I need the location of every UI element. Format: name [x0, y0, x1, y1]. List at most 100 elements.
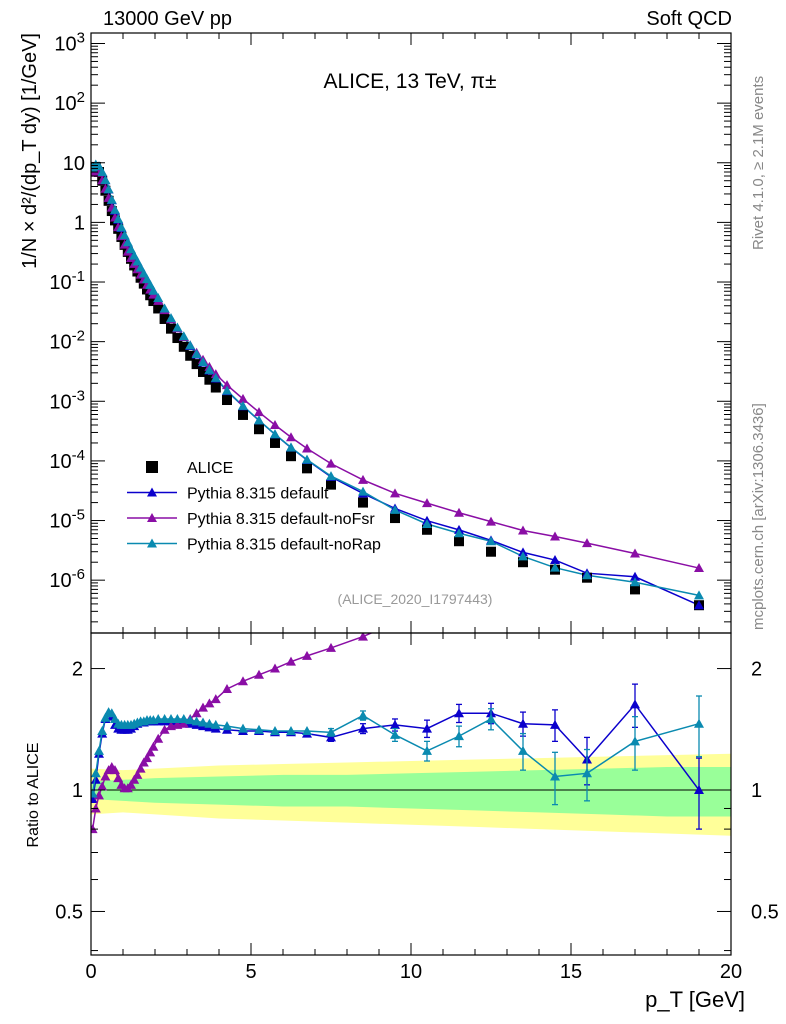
ratio-marker-norap: [222, 721, 232, 731]
ratio-marker-norap: [106, 708, 117, 718]
ratio-marker-nofsr: [222, 683, 232, 693]
ratio-marker-norap: [254, 724, 264, 734]
ratio-marker-nofsr: [210, 694, 221, 704]
data-point-alice: [302, 463, 312, 474]
ratio-marker-nofsr: [582, 551, 592, 560]
main-marker-norap: [100, 175, 111, 185]
y-tick-label: 10: [63, 153, 85, 175]
x-tick-label: 15: [560, 961, 582, 983]
main-marker-norap: [454, 528, 464, 538]
ratio-marker-default: [550, 719, 560, 729]
ratio-marker-norap: [185, 715, 196, 725]
main-marker-norap: [106, 194, 117, 204]
ratio-marker-nofsr: [135, 763, 146, 773]
main-marker-norap: [94, 161, 104, 171]
main-marker-norap: [550, 562, 560, 572]
main-marker-nofsr: [302, 443, 312, 453]
main-marker-norap: [222, 385, 232, 395]
data-point-alice: [172, 333, 183, 344]
ratio-marker-nofsr: [358, 633, 368, 641]
data-point-alice: [204, 374, 215, 385]
ratio-marker-default: [694, 785, 704, 795]
ratio-marker-nofsr: [518, 571, 528, 580]
data-point-alice: [254, 424, 264, 435]
main-marker-norap: [270, 429, 280, 439]
ratio-marker-norap: [191, 716, 202, 726]
ratio-marker-default: [358, 723, 368, 733]
ratio-marker-nofsr: [97, 781, 108, 791]
ratio-marker-norap: [198, 717, 208, 727]
main-marker-norap: [238, 400, 248, 410]
ratio-marker-norap: [550, 771, 560, 781]
main-line-norap: [92, 163, 700, 597]
data-point-alice: [486, 546, 496, 557]
main-marker-norap: [145, 279, 156, 289]
analysis-tag: (ALICE_2020_I1797443): [338, 591, 493, 607]
main-marker-norap: [97, 166, 108, 176]
ratio-marker-norap: [97, 726, 108, 736]
ratio-marker-default: [91, 774, 101, 784]
ratio-marker-default: [422, 723, 432, 733]
ratio-marker-norap: [178, 713, 189, 723]
y-tick-label: 10-2: [49, 328, 85, 354]
y-tick-label: 10-4: [49, 447, 85, 473]
main-marker-default: [694, 600, 704, 610]
ratio-marker-nofsr: [286, 656, 296, 666]
main-marker-norap: [210, 372, 221, 382]
main-marker-nofsr: [550, 531, 560, 541]
ratio-marker-nofsr: [159, 724, 170, 734]
main-marker-nofsr: [630, 548, 640, 558]
ratio-marker-nofsr: [113, 773, 124, 783]
main-marker-norap: [132, 256, 143, 266]
main-marker-nofsr: [286, 432, 296, 442]
main-marker-norap: [122, 237, 133, 247]
header-left-title: 13000 GeV pp: [103, 8, 232, 30]
main-marker-nofsr: [238, 393, 248, 403]
ratio-tick-label-right: 2: [751, 659, 762, 681]
data-point-alice: [166, 323, 176, 334]
legend-label: Pythia 8.315 default-noFsr: [187, 511, 375, 528]
x-tick-label: 10: [400, 961, 422, 983]
main-marker-norap: [159, 303, 170, 313]
ratio-tick-label-right: 1: [751, 780, 762, 802]
legend-label: Pythia 8.315 default-noRap: [187, 537, 381, 554]
main-marker-norap: [254, 415, 264, 425]
data-point-alice: [286, 451, 296, 462]
ratio-marker-nofsr: [198, 702, 208, 712]
data-point-alice: [210, 382, 221, 393]
ratio-marker-default: [630, 699, 640, 709]
data-point-alice: [178, 341, 189, 352]
main-marker-norap: [630, 577, 640, 587]
ratio-marker-nofsr: [153, 733, 164, 743]
main-marker-norap: [191, 348, 202, 358]
main-marker-norap: [129, 250, 140, 260]
ratio-tick-label-left: 0.5: [55, 901, 83, 923]
main-marker-norap: [113, 214, 124, 224]
data-point-alice: [198, 366, 208, 377]
data-point-alice: [142, 284, 152, 295]
ratio-marker-nofsr: [326, 642, 336, 652]
main-marker-norap: [582, 570, 592, 580]
ratio-marker-default: [518, 718, 528, 728]
ratio-marker-norap: [326, 727, 336, 737]
data-point-alice: [153, 303, 164, 314]
data-point-alice: [222, 395, 232, 406]
main-marker-norap: [178, 331, 189, 341]
main-marker-norap: [286, 442, 296, 452]
ratio-marker-nofsr: [132, 769, 143, 779]
legend-label: ALICE: [187, 460, 233, 477]
data-point-alice: [454, 536, 464, 547]
main-marker-norap: [116, 222, 127, 232]
main-marker-norap: [110, 204, 120, 214]
ratio-marker-default: [326, 732, 336, 742]
main-marker-nofsr: [486, 516, 496, 526]
x-tick-label: 20: [720, 961, 742, 983]
data-point-alice: [270, 437, 280, 448]
data-point-alice: [185, 350, 196, 361]
ratio-marker-norap: [91, 768, 101, 778]
ratio-marker-norap: [694, 718, 704, 728]
data-point-alice: [326, 479, 336, 490]
main-marker-norap: [153, 292, 164, 302]
data-point-alice: [148, 296, 159, 307]
